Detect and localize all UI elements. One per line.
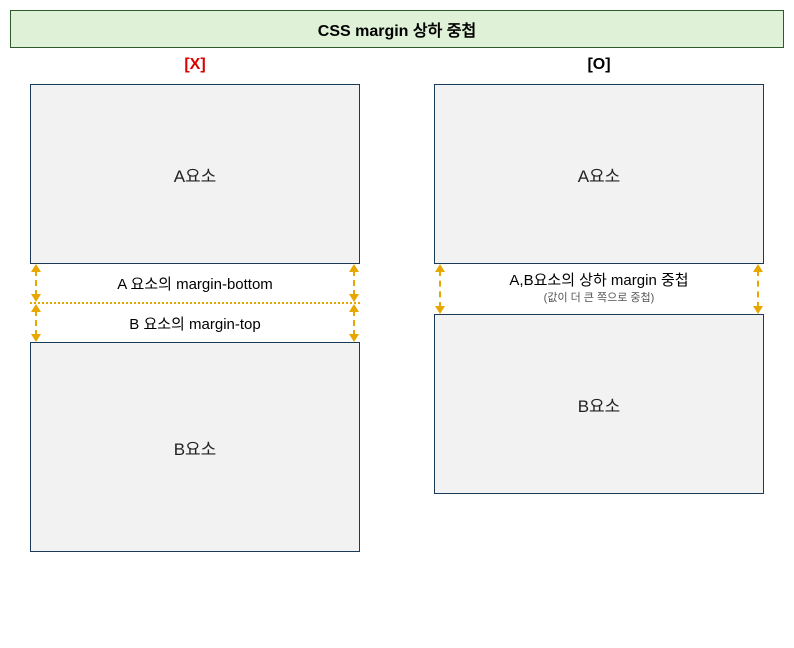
left-gap-row-1: A 요소의 margin-bottom xyxy=(30,264,360,302)
column-correct: [O] A요소 A,B요소의 상하 margin 중첩 (값이 더 큰 쪽으로 … xyxy=(414,56,784,552)
left-box-b-label: B요소 xyxy=(174,435,217,460)
columns-container: [X] A요소 A 요소의 margin-bottom B 요소의 margin… xyxy=(10,56,784,552)
diagram-title-bar: CSS margin 상하 중첩 xyxy=(10,10,784,48)
left-gap-row-2: B 요소의 margin-top xyxy=(30,304,360,342)
right-gap-label-sub: (값이 더 큰 쪽으로 중첩) xyxy=(509,292,688,305)
right-gap-label-main: A,B요소의 상하 margin 중첩 xyxy=(509,272,688,290)
right-gap-row: A,B요소의 상하 margin 중첩 (값이 더 큰 쪽으로 중첩) xyxy=(434,264,764,314)
arrow-icon xyxy=(347,304,361,342)
left-box-a-label: A요소 xyxy=(174,162,217,187)
diagram-title: CSS margin 상하 중첩 xyxy=(318,23,476,40)
column-header-x: [X] xyxy=(184,56,205,74)
left-gap-label-1: A 요소의 margin-bottom xyxy=(117,273,273,294)
arrow-icon xyxy=(433,264,447,314)
right-gap-text: A,B요소의 상하 margin 중첩 (값이 더 큰 쪽으로 중첩) xyxy=(509,272,688,305)
arrow-icon xyxy=(29,304,43,342)
column-header-o: [O] xyxy=(587,56,610,74)
left-box-b: B요소 xyxy=(30,342,360,552)
left-gap: A 요소의 margin-bottom B 요소의 margin-top xyxy=(30,264,360,342)
arrow-icon xyxy=(751,264,765,314)
column-wrong: [X] A요소 A 요소의 margin-bottom B 요소의 margin… xyxy=(10,56,380,552)
left-box-a: A요소 xyxy=(30,84,360,264)
right-box-a: A요소 xyxy=(434,84,764,264)
left-gap-label-2: B 요소의 margin-top xyxy=(129,313,260,334)
right-gap: A,B요소의 상하 margin 중첩 (값이 더 큰 쪽으로 중첩) xyxy=(434,264,764,314)
right-box-b: B요소 xyxy=(434,314,764,494)
arrow-icon xyxy=(347,264,361,302)
right-box-b-label: B요소 xyxy=(578,392,621,417)
arrow-icon xyxy=(29,264,43,302)
right-box-a-label: A요소 xyxy=(578,162,621,187)
